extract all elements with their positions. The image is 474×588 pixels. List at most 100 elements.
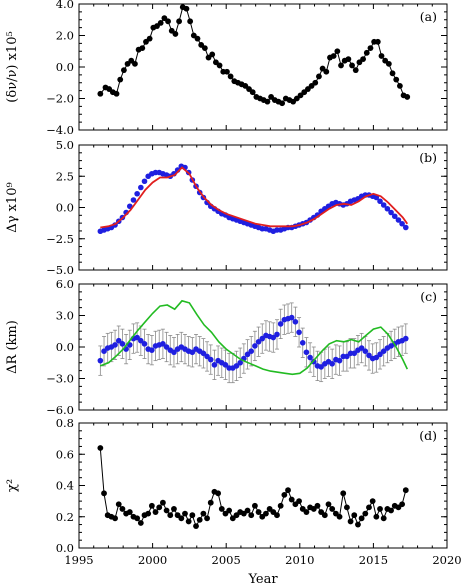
data-point (196, 516, 203, 523)
data-point (216, 62, 223, 69)
observed-point (277, 321, 284, 327)
data-point (285, 487, 291, 494)
data-point (152, 509, 159, 515)
panel-a: −4.0 −2.0 0.0 2.0 4.0 (δν/ν) x10⁵ (a) (5, 0, 448, 137)
panel-b: −5.0 −2.5 0.0 2.5 5.0 Δγ x10⁹ (b) (5, 138, 448, 277)
observed-point (259, 335, 266, 342)
data-point (200, 510, 207, 517)
observed-point (134, 334, 140, 341)
data-point (178, 515, 185, 522)
observed-point (248, 348, 255, 355)
observed-point (115, 337, 122, 344)
x-tick-label: 2005 (212, 553, 241, 567)
observed-point (402, 224, 409, 231)
y-tick-label: 0.6 (56, 447, 74, 461)
data-point (218, 506, 225, 512)
data-point (362, 510, 369, 517)
y-axis-title: (δν/ν) x10⁵ (5, 31, 20, 102)
data-point (344, 504, 350, 511)
observed-point (222, 362, 229, 368)
data-point (248, 512, 255, 519)
data-point (194, 35, 201, 42)
observed-point (288, 314, 295, 321)
observed-point (296, 329, 302, 336)
data-point (117, 76, 124, 83)
y-tick-label: 0.4 (56, 479, 74, 493)
observed-point (119, 341, 126, 347)
panel-c: −6.0 −3.0 0.0 3.0 6.0 ΔR (km) (c) (5, 277, 448, 417)
data-point (204, 515, 210, 522)
y-tick-label: −2.5 (46, 232, 74, 246)
data-point (363, 49, 370, 56)
data-point (182, 510, 188, 517)
data-point (360, 56, 366, 63)
observed-point (141, 178, 148, 185)
y-tick-label: 2.0 (56, 29, 74, 43)
data-point (312, 79, 319, 86)
observed-point (138, 337, 144, 344)
observed-point (252, 343, 258, 349)
observed-point (237, 359, 243, 366)
data-point (316, 73, 322, 80)
observed-point (344, 353, 350, 360)
data-point (167, 512, 174, 519)
observed-point (362, 348, 369, 355)
y-axis-title: ΔR (km) (5, 320, 20, 374)
data-point (388, 507, 394, 514)
series-line (99, 6, 408, 104)
data-point (156, 504, 163, 511)
y-tick-label: 4.0 (56, 0, 74, 11)
data-point (329, 506, 336, 512)
data-point (263, 510, 269, 517)
y-tick-label: 5.0 (56, 138, 74, 152)
observed-point (233, 363, 240, 369)
y-tick-label: −6.0 (46, 403, 74, 417)
data-point (334, 48, 341, 55)
observed-point (171, 349, 177, 356)
data-point (352, 67, 359, 74)
data-point (201, 45, 208, 51)
observed-point (141, 341, 148, 347)
data-point (351, 512, 358, 519)
y-tick-label: 6.0 (56, 277, 74, 291)
model-line (100, 299, 409, 376)
x-axis-title: Year (247, 572, 278, 587)
observed-point (318, 364, 324, 370)
observed-point (130, 197, 137, 203)
data-point (402, 487, 409, 494)
observed-point (388, 209, 394, 216)
data-point (277, 502, 284, 509)
data-point (338, 62, 344, 69)
data-point (279, 100, 286, 107)
data-point (120, 67, 127, 74)
data-point (244, 507, 251, 514)
data-point (101, 490, 107, 497)
y-tick-label: 2.5 (56, 169, 74, 183)
y-tick-label: 0.2 (56, 510, 74, 524)
data-point (330, 53, 337, 59)
observed-point (380, 202, 387, 208)
data-point (160, 499, 166, 506)
x-tick-label: 2020 (432, 553, 461, 567)
data-point (274, 512, 280, 519)
data-point (126, 509, 133, 515)
y-tick-label: −3.0 (46, 372, 74, 386)
y-tick-label: −4.0 (46, 123, 74, 137)
data-point (137, 520, 144, 526)
data-point (226, 507, 233, 514)
observed-point (351, 350, 358, 357)
observed-point (112, 342, 118, 348)
x-tick-label: 2000 (138, 553, 167, 567)
y-axis-title: χ² (5, 479, 20, 492)
data-point (323, 68, 330, 75)
observed-point (101, 348, 107, 355)
panel-d: 0.0 0.2 0.4 0.6 0.8 χ² (d) (5, 416, 448, 555)
y-tick-label: −2.0 (46, 92, 74, 106)
data-point (303, 509, 310, 515)
observed-point (255, 338, 262, 345)
data-point (367, 45, 374, 51)
data-point (187, 18, 194, 25)
data-point (380, 515, 387, 522)
data-point (119, 506, 126, 512)
